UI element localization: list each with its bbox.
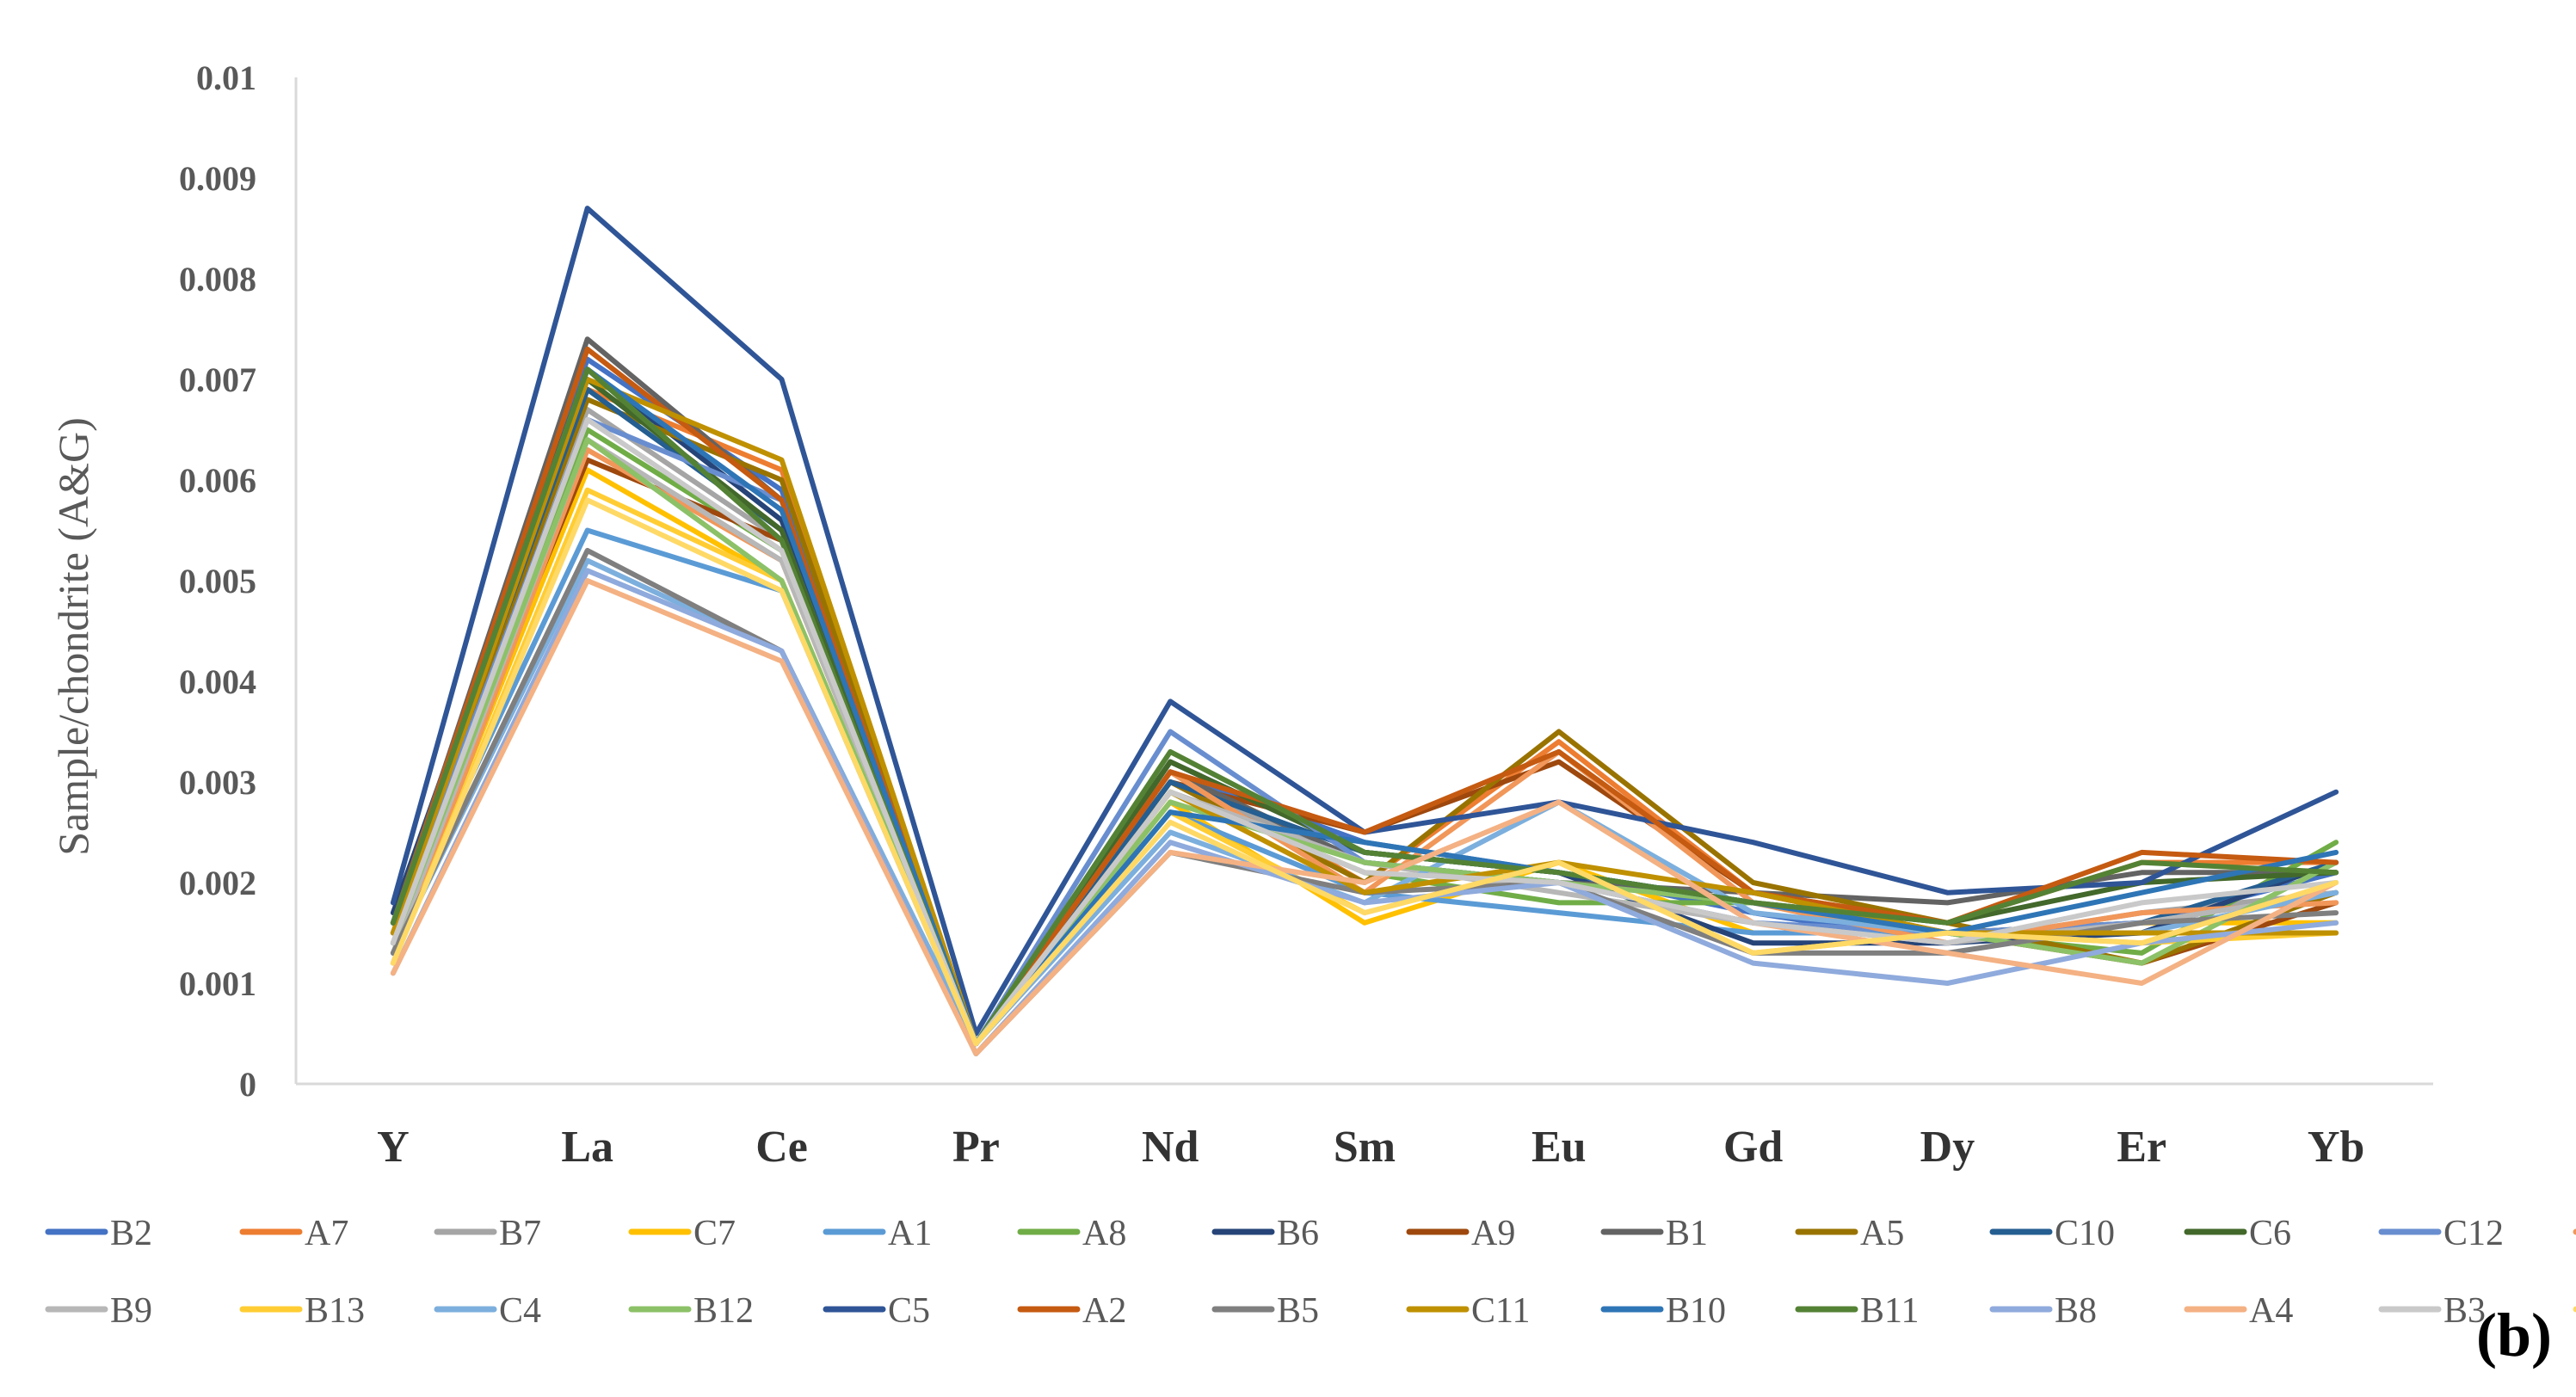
legend-item-B1: B1 — [1600, 1214, 1708, 1253]
legend-item-B11: B11 — [1795, 1291, 1919, 1331]
legend-item-B2: B2 — [45, 1214, 152, 1253]
legend-item-C11: C11 — [1406, 1291, 1530, 1331]
legend-label: B9 — [110, 1291, 152, 1331]
legend-item-B10: B10 — [1600, 1291, 1726, 1331]
y-tick-label: 0.005 — [179, 562, 256, 600]
x-tick-label: Pr — [952, 1123, 1000, 1172]
legend-item-B8: B8 — [1989, 1291, 2097, 1331]
legend-item-B12: B12 — [628, 1291, 754, 1331]
series-line-A4 — [390, 578, 2339, 1056]
x-tick-label: Dy — [1920, 1123, 1975, 1172]
legend-item-C4: C4 — [434, 1291, 541, 1331]
series-line-B3 — [390, 416, 2339, 1047]
legend-item-B7: B7 — [434, 1214, 541, 1253]
series-line-B10 — [390, 366, 2339, 1047]
legend-item-B6: B6 — [1211, 1214, 1319, 1253]
legend-label: C6 — [2249, 1214, 2291, 1253]
y-tick-label: 0 — [239, 1065, 256, 1104]
legend-label: B1 — [1666, 1214, 1708, 1253]
legend-label: C5 — [888, 1291, 930, 1331]
legend-label: A1 — [888, 1214, 932, 1253]
legend-label: B8 — [2055, 1291, 2097, 1331]
x-tick-label: Er — [2117, 1123, 2166, 1172]
legend-item-A2: A2 — [1017, 1291, 1126, 1331]
legend-label: A8 — [1082, 1214, 1126, 1253]
legend-item-C6: C6 — [2184, 1214, 2291, 1253]
legend-label: C11 — [1471, 1291, 1530, 1331]
legend-item-B13: B13 — [239, 1291, 365, 1331]
legend-label: B5 — [1277, 1291, 1319, 1331]
series-line-B5 — [390, 547, 2339, 1056]
legend-label: C7 — [693, 1214, 736, 1253]
legend-label: A5 — [1860, 1214, 1904, 1253]
y-tick-label: 0.006 — [179, 461, 256, 500]
series-line-A2 — [390, 346, 2339, 1047]
y-tick-label: 0.008 — [179, 260, 256, 298]
legend-label: C12 — [2444, 1214, 2504, 1253]
legend-label: A7 — [305, 1214, 348, 1253]
x-tick-label: Sm — [1334, 1123, 1396, 1172]
series-line-B12 — [390, 437, 2339, 1047]
legend-label: B6 — [1277, 1214, 1319, 1253]
y-tick-label: 0.003 — [179, 763, 256, 802]
series-line-B9 — [390, 437, 2339, 1047]
legend-item-C10: C10 — [1989, 1214, 2115, 1253]
legend-label: B11 — [1860, 1291, 1919, 1331]
x-tick-label: La — [561, 1123, 613, 1172]
series-line-B11 — [390, 366, 2339, 1047]
legend-item-C12: C12 — [2378, 1214, 2504, 1253]
legend-item-C7: C7 — [628, 1214, 736, 1253]
y-tick-label: 0.002 — [179, 864, 256, 902]
series-line-C4 — [390, 557, 2339, 1047]
series-line-C13 — [390, 497, 2339, 1047]
y-axis-label: Sample/chondrite (A&G) — [49, 417, 97, 856]
legend-item-B5: B5 — [1211, 1291, 1319, 1331]
legend-label: B12 — [693, 1291, 754, 1331]
legend-label: C10 — [2055, 1214, 2115, 1253]
series-line-A6 — [390, 446, 2339, 1047]
series-line-C11 — [390, 377, 2339, 1047]
x-tick-label: Eu — [1531, 1123, 1587, 1172]
legend-item-A1: A1 — [823, 1214, 932, 1253]
legend-item-A4: A4 — [2184, 1291, 2293, 1331]
panel-label: (b) — [2476, 1301, 2552, 1369]
legend-item-A5: A5 — [1795, 1214, 1904, 1253]
y-tick-label: 0.007 — [179, 360, 256, 399]
x-tick-label: Gd — [1723, 1123, 1783, 1172]
y-tick-label: 0.009 — [179, 159, 256, 198]
y-tick-label: 0.01 — [196, 58, 256, 97]
y-tick-label: 0.001 — [179, 964, 256, 1003]
x-tick-label: Ce — [755, 1123, 808, 1172]
legend-label: B3 — [2444, 1291, 2486, 1331]
legend-label: B13 — [305, 1291, 365, 1331]
x-tick-label: Y — [377, 1123, 410, 1172]
legend-label: B10 — [1666, 1291, 1726, 1331]
x-tick-label: Nd — [1142, 1123, 1199, 1172]
legend-item-A7: A7 — [239, 1214, 348, 1253]
legend-item-B9: B9 — [45, 1291, 152, 1331]
series-line-A8 — [390, 427, 2339, 1047]
x-tick-label: Yb — [2308, 1123, 2364, 1172]
series-line-C7 — [390, 467, 2339, 1047]
legend-label: C4 — [499, 1291, 541, 1331]
y-tick-label: 0.004 — [179, 662, 256, 701]
legend-item-C5: C5 — [823, 1291, 930, 1331]
legend-label: B2 — [110, 1214, 152, 1253]
legend-label: A2 — [1082, 1291, 1126, 1331]
series-line-B8 — [390, 568, 2339, 1056]
legend-label: A4 — [2249, 1291, 2293, 1331]
legend-label: B7 — [499, 1214, 541, 1253]
legend-label: A9 — [1471, 1214, 1515, 1253]
legend-item-A9: A9 — [1406, 1214, 1515, 1253]
legend-item-A8: A8 — [1017, 1214, 1126, 1253]
legend-item-B3: B3 — [2378, 1291, 2486, 1331]
